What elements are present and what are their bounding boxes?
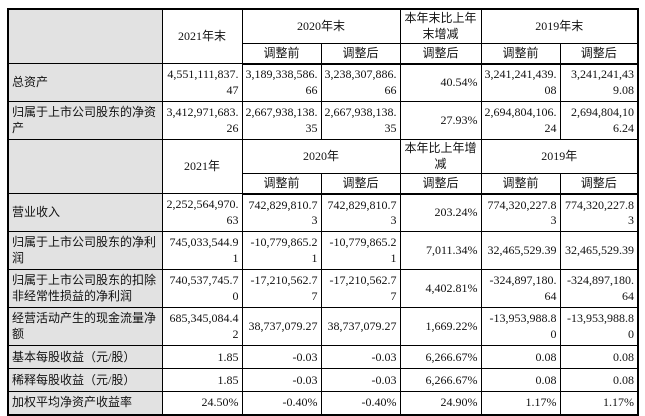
- row-label: 加权平均净资产收益率: [7, 391, 163, 416]
- row-label: 基本每股收益（元/股）: [7, 345, 163, 370]
- cell-value: 0.08: [559, 345, 639, 370]
- cell-value: 2,667,938,138.35: [241, 101, 322, 141]
- cell-value: 7,011.34%: [399, 231, 482, 271]
- cell-value: 203.24%: [399, 193, 482, 233]
- cell-value: 3,238,307,886.66: [320, 63, 401, 103]
- table-row-revenue: 营业收入 2,252,564,970.63 742,829,810.73 742…: [7, 193, 639, 233]
- balance-subheader-2019-pre: 调整前: [480, 43, 561, 65]
- row-label: 经营活动产生的现金流量净额: [7, 307, 163, 347]
- cell-value: -0.03: [241, 368, 322, 393]
- row-label: 归属于上市公司股东的扣除非经常性损益的净利润: [7, 269, 163, 309]
- cell-value: 1,669.22%: [399, 307, 482, 347]
- cell-value: -13,953,988.80: [480, 307, 561, 347]
- balance-header-year-row: 2021年末 2020年末 本年末比上年末增减 2019年末: [7, 8, 639, 65]
- cell-value: 742,829,810.73: [320, 193, 401, 233]
- row-label: 稀释每股收益（元/股）: [7, 368, 163, 393]
- cell-value: 40.54%: [399, 63, 482, 103]
- key-financials-table: 2021年末 2020年末 本年末比上年末增减 2019年末 调整前 调整后 调…: [7, 8, 640, 416]
- cell-value: 6,266.67%: [399, 345, 482, 370]
- cell-value: 1.85: [161, 368, 243, 393]
- cell-value: 3,241,241,439.08: [559, 63, 639, 103]
- cell-value: 2,667,938,138.35: [320, 101, 401, 141]
- cell-value: 1.17%: [480, 391, 561, 416]
- cell-value: 38,737,079.27: [241, 307, 322, 347]
- cell-value: 0.08: [480, 368, 561, 393]
- table-row-operating-cash-flow: 经营活动产生的现金流量净额 685,345,084.42 38,737,079.…: [7, 307, 639, 347]
- row-label: 归属于上市公司股东的净资产: [7, 101, 163, 141]
- cell-value: 24.50%: [161, 391, 243, 416]
- table-row-total-assets: 总资产 4,551,111,837.47 3,189,338,586.66 3,…: [7, 63, 639, 103]
- income-subheader-2019-post: 调整后: [559, 173, 639, 195]
- cell-value: -13,953,988.80: [559, 307, 639, 347]
- cell-value: 742,829,810.73: [241, 193, 322, 233]
- cell-value: 3,412,971,683.26: [161, 101, 243, 141]
- cell-value: 2,694,804,106.24: [480, 101, 561, 141]
- cell-value: -0.03: [320, 368, 401, 393]
- cell-value: -0.40%: [320, 391, 401, 416]
- row-label: 营业收入: [7, 193, 163, 233]
- income-subheader-2020-pre: 调整前: [241, 173, 322, 195]
- cell-value: 0.08: [480, 345, 561, 370]
- table-row-net-profit-excl-nonrecurring: 归属于上市公司股东的扣除非经常性损益的净利润 740,537,745.70 -1…: [7, 269, 639, 309]
- cell-value: 740,537,745.70: [161, 269, 243, 309]
- cell-value: 774,320,227.83: [559, 193, 639, 233]
- balance-header-change: 本年末比上年末增减: [399, 8, 482, 45]
- balance-subheader-2019-post: 调整后: [559, 43, 639, 65]
- cell-value: 32,465,529.39: [480, 231, 561, 271]
- cell-value: -0.03: [241, 345, 322, 370]
- cell-value: 4,402.81%: [399, 269, 482, 309]
- cell-value: -10,779,865.21: [241, 231, 322, 271]
- balance-subheader-change-post: 调整后: [399, 43, 482, 65]
- balance-header-2019: 2019年末: [480, 8, 639, 45]
- table-row-diluted-eps: 稀释每股收益（元/股） 1.85 -0.03 -0.03 6,266.67% 0…: [7, 368, 639, 393]
- cell-value: 745,033,544.91: [161, 231, 243, 271]
- table-row-weighted-avg-roe: 加权平均净资产收益率 24.50% -0.40% -0.40% 24.90% 1…: [7, 391, 639, 416]
- table-row-basic-eps: 基本每股收益（元/股） 1.85 -0.03 -0.03 6,266.67% 0…: [7, 345, 639, 370]
- income-header-sub-row: 调整前 调整后 调整后 调整前 调整后: [8, 173, 639, 195]
- cell-value: 0.08: [559, 368, 639, 393]
- cell-value: -17,210,562.77: [241, 269, 322, 309]
- cell-value: -324,897,180.64: [480, 269, 561, 309]
- income-header-2021: 2021年: [161, 139, 243, 195]
- cell-value: 685,345,084.42: [161, 307, 243, 347]
- cell-value: -17,210,562.77: [320, 269, 401, 309]
- income-header-empty-cell: [7, 139, 163, 195]
- balance-subheader-2020-pre: 调整前: [241, 43, 322, 65]
- income-subheader-change-post: 调整后: [399, 173, 482, 195]
- cell-value: 6,266.67%: [399, 368, 482, 393]
- balance-header-empty-cell: [7, 8, 163, 65]
- cell-value: 2,252,564,970.63: [161, 193, 243, 233]
- cell-value: 774,320,227.83: [480, 193, 561, 233]
- row-label: 总资产: [7, 63, 163, 103]
- balance-subheader-2020-post: 调整后: [320, 43, 401, 65]
- income-header-year-row: 2021年 2020年 本年比上年增减 2019年: [7, 139, 639, 195]
- cell-value: 38,737,079.27: [320, 307, 401, 347]
- cell-value: 1.85: [161, 345, 243, 370]
- balance-header-2020: 2020年末: [241, 8, 401, 45]
- cell-value: 1.17%: [559, 391, 639, 416]
- cell-value: 24.90%: [399, 391, 482, 416]
- cell-value: -324,897,180.64: [559, 269, 639, 309]
- table-row-net-assets: 归属于上市公司股东的净资产 3,412,971,683.26 2,667,938…: [7, 101, 639, 141]
- cell-value: 4,551,111,837.47: [161, 63, 243, 103]
- cell-value: 27.93%: [399, 101, 482, 141]
- income-header-2020: 2020年: [241, 139, 401, 175]
- cell-value: -10,779,865.21: [320, 231, 401, 271]
- cell-value: -0.03: [320, 345, 401, 370]
- cell-value: 3,189,338,586.66: [241, 63, 322, 103]
- balance-header-sub-row: 调整前 调整后 调整后 调整前 调整后: [8, 43, 639, 65]
- cell-value: 32,465,529.39: [559, 231, 639, 271]
- income-subheader-2020-post: 调整后: [320, 173, 401, 195]
- table-row-net-profit: 归属于上市公司股东的净利润 745,033,544.91 -10,779,865…: [7, 231, 639, 271]
- cell-value: 2,694,804,106.24: [559, 101, 639, 141]
- income-subheader-2019-pre: 调整前: [480, 173, 561, 195]
- row-label: 归属于上市公司股东的净利润: [7, 231, 163, 271]
- income-header-2019: 2019年: [480, 139, 639, 175]
- cell-value: 3,241,241,439.08: [480, 63, 561, 103]
- income-header-change: 本年比上年增减: [399, 139, 482, 175]
- cell-value: -0.40%: [241, 391, 322, 416]
- balance-header-2021: 2021年末: [161, 8, 243, 65]
